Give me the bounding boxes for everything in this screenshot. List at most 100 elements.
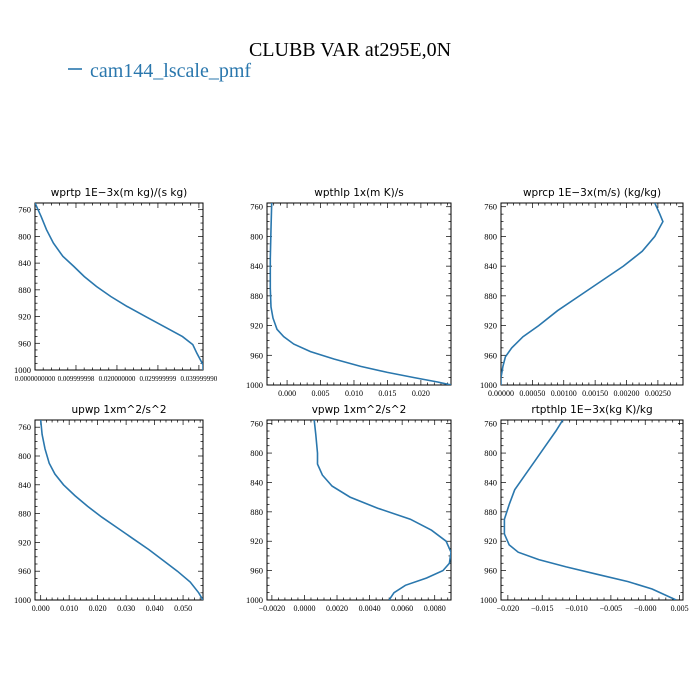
subplot-1: wprtp 1E−3x(m kg)/(s kg) 760 800 840 880 920 9… [14, 187, 218, 383]
x-tick-label: 0.000 [278, 389, 296, 398]
x-tick-label: 0.040 [146, 604, 164, 613]
y-tick-label: 920 [484, 321, 497, 331]
axes-frame [34, 202, 204, 371]
y-tick-label: 800 [250, 448, 263, 458]
x-tick-label: 0.020 [412, 389, 430, 398]
y-tick-label: 800 [18, 451, 31, 461]
y-tick-label: 880 [250, 291, 263, 301]
figure-title: CLUBB VAR at295E,0N [249, 39, 451, 61]
y-tick-label: 920 [18, 312, 31, 322]
y-tick-label: 920 [484, 536, 497, 546]
y-tick-label: 760 [250, 419, 263, 429]
y-tick-label: 1000 [14, 365, 31, 375]
x-tick-label: −0.010 [565, 604, 588, 613]
y-tick-label: 960 [484, 350, 497, 360]
x-tick-label: 0.00200 [614, 389, 640, 398]
x-tick-label: 0.039999990 [181, 375, 218, 383]
x-tick-label: 0.005 [312, 389, 330, 398]
y-tick-label: 1000 [480, 595, 497, 605]
subplot-4: upwp 1xm^2/s^2 760 800 840 880 920 960 10000.00… [14, 404, 204, 613]
y-tick-label: 960 [250, 566, 263, 576]
y-tick-label: 760 [18, 422, 31, 432]
y-tick-label: 840 [484, 477, 497, 487]
y-tick-label: 880 [18, 285, 31, 295]
x-tick-label: 0.0000 [293, 604, 315, 613]
subplot-grid: wprtp 1E−3x(m kg)/(s kg) 760 800 840 880 920 9… [14, 187, 689, 613]
y-tick-label: 880 [484, 507, 497, 517]
subplot-3: wprcp 1E−3x(m/s) (kg/kg) 760 800 840 880 920 9… [480, 187, 684, 398]
y-tick-label: 800 [484, 448, 497, 458]
y-tick-label: 760 [250, 202, 263, 212]
axes-frame [500, 202, 684, 386]
x-tick-label: 0.0000000000 [15, 375, 56, 383]
x-tick-label: −0.020 [497, 604, 520, 613]
subplot-title: wprtp 1E−3x(m kg)/(s kg) [51, 187, 188, 199]
y-tick-label: 760 [18, 205, 31, 215]
y-tick-label: 800 [250, 231, 263, 241]
subplot-title: wpthlp 1x(m K)/s [314, 187, 404, 199]
y-tick-label: 1000 [480, 380, 497, 390]
y-tick-label: 1000 [246, 595, 263, 605]
series-line [501, 203, 664, 385]
y-tick-label: 760 [484, 419, 497, 429]
x-tick-label: 0.0080 [424, 604, 446, 613]
subplot-6: rtpthlp 1E−3x(kg K)/kg 760 800 840 880 920 960… [480, 404, 689, 613]
series-line [503, 420, 677, 600]
series-line [35, 203, 203, 370]
y-tick-label: 920 [250, 321, 263, 331]
y-tick-label: 920 [18, 537, 31, 547]
subplot-title: upwp 1xm^2/s^2 [72, 404, 167, 416]
y-tick-label: 880 [18, 509, 31, 519]
subplot-title: vpwp 1xm^2/s^2 [312, 404, 407, 416]
series-line [313, 420, 451, 600]
x-tick-label: 0.00150 [582, 389, 608, 398]
y-tick-label: 880 [484, 291, 497, 301]
y-tick-label: 1000 [246, 380, 263, 390]
y-tick-label: 960 [18, 338, 31, 348]
y-tick-label: 920 [250, 536, 263, 546]
y-tick-label: 880 [250, 507, 263, 517]
x-tick-label: 0.00100 [551, 389, 577, 398]
x-tick-label: 0.020 [89, 604, 107, 613]
y-tick-label: 840 [484, 261, 497, 271]
x-tick-label: 0.00250 [645, 389, 671, 398]
y-tick-label: 840 [18, 480, 31, 490]
y-tick-label: 800 [484, 231, 497, 241]
x-tick-label: 0.030 [117, 604, 135, 613]
legend-label: cam144_lscale_pmf [90, 60, 251, 82]
x-tick-label: 0.0040 [359, 604, 381, 613]
y-tick-label: 960 [18, 566, 31, 576]
x-tick-label: 0.050 [174, 604, 192, 613]
axes-frame [34, 419, 204, 601]
subplot-title: wprcp 1E−3x(m/s) (kg/kg) [523, 187, 661, 199]
x-tick-label: 0.015 [378, 389, 396, 398]
axes-frame [500, 419, 684, 601]
axes-frame [266, 202, 452, 386]
y-tick-label: 960 [484, 566, 497, 576]
series-line [269, 203, 451, 385]
x-tick-label: −0.000 [634, 604, 657, 613]
subplot-2: wpthlp 1x(m K)/s 760 800 840 880 920 960 1000 0.… [246, 187, 452, 398]
x-tick-label: 0.00050 [519, 389, 545, 398]
x-tick-label: −0.015 [531, 604, 554, 613]
x-tick-label: 0.000 [32, 604, 50, 613]
y-tick-label: 960 [250, 350, 263, 360]
x-tick-label: 0.005 [671, 604, 689, 613]
x-tick-label: 0.00000 [488, 389, 514, 398]
series-line [39, 420, 203, 600]
y-tick-label: 840 [18, 258, 31, 268]
subplot-title: rtpthlp 1E−3x(kg K)/kg [531, 404, 652, 416]
y-tick-label: 760 [484, 202, 497, 212]
y-tick-label: 800 [18, 231, 31, 241]
y-tick-label: 840 [250, 261, 263, 271]
axes-frame [266, 419, 452, 601]
subplot-5: vpwp 1xm^2/s^2 760 800 840 880 920 960 1000−0.0… [246, 404, 452, 613]
x-tick-label: 0.029999999 [140, 375, 177, 383]
x-tick-label: 0.0060 [391, 604, 413, 613]
y-tick-label: 840 [250, 477, 263, 487]
x-tick-label: 0.010 [345, 389, 363, 398]
x-tick-label: −0.0020 [259, 604, 286, 613]
x-tick-label: 0.020000000 [99, 375, 136, 383]
x-tick-label: 0.010 [60, 604, 78, 613]
